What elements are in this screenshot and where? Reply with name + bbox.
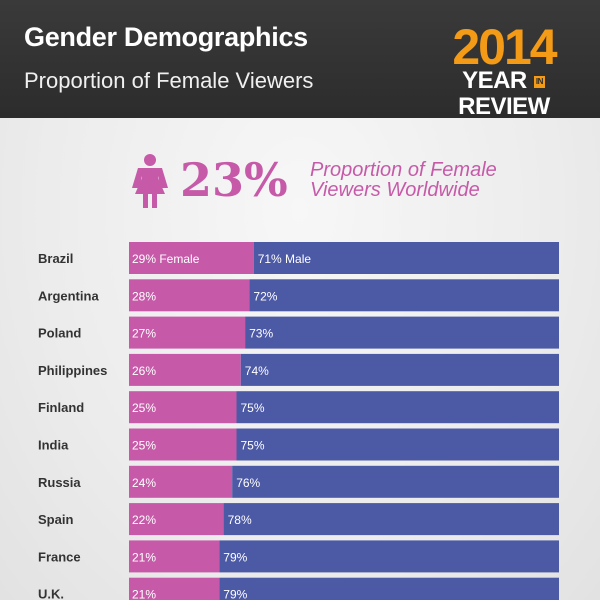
country-label: France <box>38 549 81 564</box>
female-figure-icon <box>132 154 168 208</box>
country-label: Argentina <box>38 288 99 303</box>
country-label: Finland <box>38 400 84 415</box>
country-label: Brazil <box>38 251 73 266</box>
female-bar <box>129 391 237 424</box>
badge-year-word: YEAR <box>462 67 527 94</box>
worldwide-female-percentage: 23% <box>180 153 288 207</box>
male-data-label: 79% <box>223 588 247 600</box>
female-male-stacked-bar-chart: Brazil 29% Female 71% Male Argentina 28% 72% P… <box>38 242 560 600</box>
female-bar <box>129 279 250 312</box>
country-label: India <box>38 438 69 453</box>
female-bar <box>129 540 220 573</box>
female-bar <box>129 503 224 536</box>
male-bar <box>253 242 559 274</box>
country-label: Philippines <box>38 363 107 378</box>
male-data-label: 79% <box>223 550 247 564</box>
badge-year: 2014 <box>452 19 557 75</box>
female-bar <box>129 577 220 600</box>
male-data-label: 76% <box>236 476 260 490</box>
male-bar <box>219 577 560 600</box>
worldwide-highlight: 23% Proportion of Female Viewers Worldwi… <box>130 150 550 210</box>
caption-line-2: Viewers Worldwide <box>310 179 480 201</box>
male-data-label: 73% <box>249 327 273 341</box>
badge-review-word: REVIEW <box>458 93 550 120</box>
male-bar <box>232 465 559 498</box>
female-data-label: 22% <box>132 513 156 527</box>
female-bar <box>129 428 237 461</box>
male-data-label: 75% <box>241 439 265 453</box>
male-bar <box>245 316 559 349</box>
male-bar <box>249 279 559 312</box>
male-data-label: 74% <box>245 364 269 378</box>
page-subtitle: Proportion of Female Viewers <box>24 68 314 93</box>
female-data-label: 24% <box>132 476 156 490</box>
female-data-label: 26% <box>132 364 156 378</box>
badge-in: IN <box>533 75 545 88</box>
male-data-label: 72% <box>253 289 277 303</box>
country-label: U.K. <box>38 587 64 600</box>
country-label: Russia <box>38 475 81 490</box>
header-banner: Gender Demographics Proportion of Female… <box>0 0 600 120</box>
female-data-label: 28% <box>132 289 156 303</box>
female-data-label: 25% <box>132 439 156 453</box>
female-data-label: 25% <box>132 401 156 415</box>
male-bar <box>236 428 559 461</box>
male-bar <box>223 503 559 536</box>
male-data-label: 71% Male <box>258 252 312 266</box>
page-title: Gender Demographics <box>24 22 308 52</box>
female-bar <box>129 465 233 498</box>
caption-line-1: Proportion of Female <box>310 159 497 181</box>
female-bar <box>129 242 254 274</box>
male-bar <box>240 353 560 386</box>
female-data-label: 21% <box>132 550 156 564</box>
female-data-label: 27% <box>132 327 156 341</box>
badge-year-in-review: YEAR IN REVIEW <box>424 68 584 120</box>
female-data-label: 21% <box>132 588 156 600</box>
female-data-label: 29% Female <box>132 252 200 266</box>
male-data-label: 75% <box>241 401 265 415</box>
country-label: Poland <box>38 326 81 341</box>
female-bar <box>129 316 246 349</box>
year-in-review-badge: 2014 YEAR IN REVIEW <box>424 19 584 120</box>
male-data-label: 78% <box>228 513 252 527</box>
worldwide-caption: Proportion of Female Viewers Worldwide <box>310 160 550 200</box>
country-label: Spain <box>38 512 73 527</box>
male-bar <box>236 391 559 424</box>
female-bar <box>129 353 241 386</box>
male-bar <box>219 540 560 573</box>
